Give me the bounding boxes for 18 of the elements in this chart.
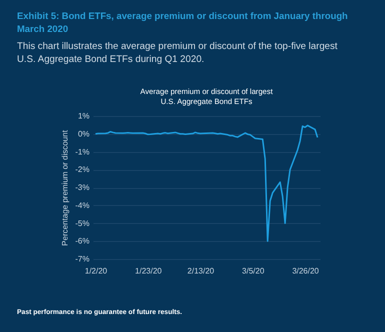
chart-subtitle: This chart illustrates the average premium or discount of the top-five largest U.S. Aggregate Bond ETFs during Q1 2020. xyxy=(17,41,338,65)
y-tick-label: -1% xyxy=(75,147,90,156)
x-tick-label: 2/13/20 xyxy=(187,266,215,276)
y-tick-label: 0% xyxy=(78,129,90,138)
y-tick-label: 1% xyxy=(78,112,90,120)
y-tick-label: -7% xyxy=(75,254,90,264)
x-tick-label: 3/26/20 xyxy=(292,266,320,276)
y-axis-title: Percentage premium or discount xyxy=(60,129,70,246)
y-tick-label: -6% xyxy=(75,236,90,246)
x-tick-label: 1/23/20 xyxy=(135,266,162,276)
line-series xyxy=(94,124,318,242)
x-tick-label: 1/2/20 xyxy=(84,266,108,276)
y-tick-label: -4% xyxy=(75,200,90,210)
chart-title: Exhibit 5: Bond ETFs, average premium or discount from January through March 2020 xyxy=(17,10,348,34)
y-tick-label: -2% xyxy=(75,165,90,174)
y-tick-label: -5% xyxy=(75,218,90,228)
y-tick-label: -3% xyxy=(75,183,90,192)
x-tick-label: 3/5/20 xyxy=(242,266,265,276)
